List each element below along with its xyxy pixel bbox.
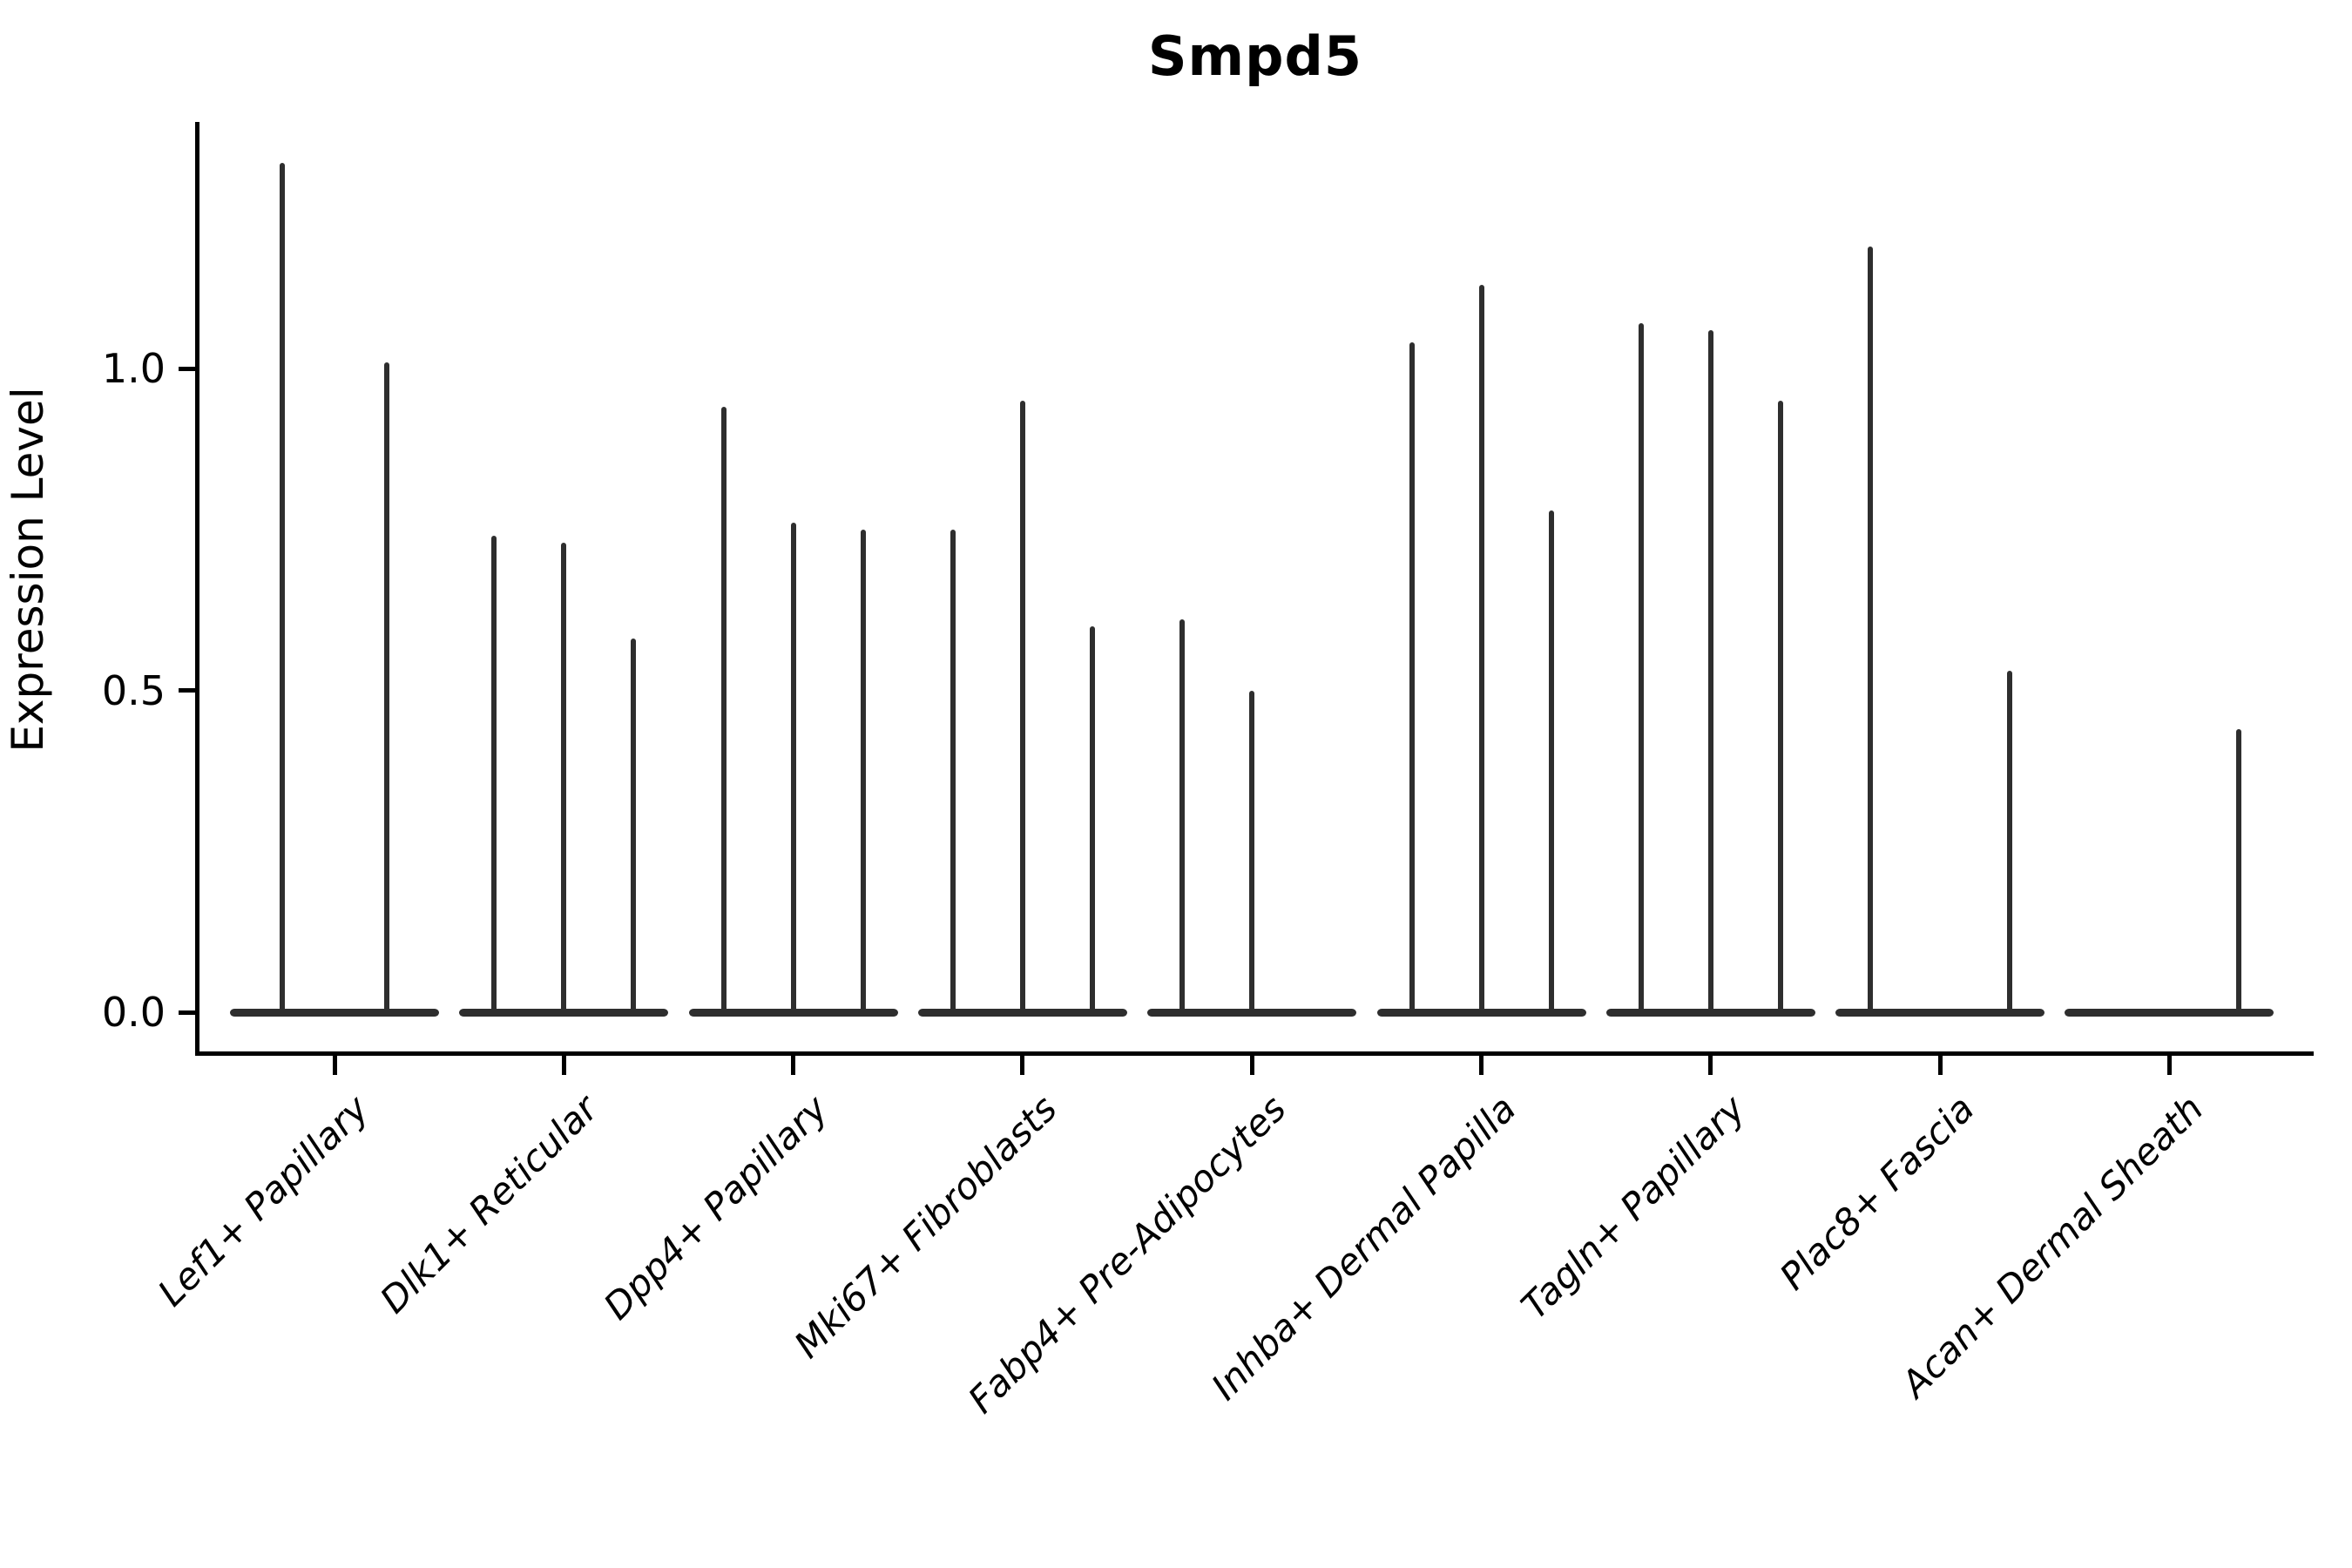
violin-spike xyxy=(1868,246,1874,1012)
violin-spike xyxy=(1019,400,1025,1012)
y-tick-label: 0.0 xyxy=(101,989,166,1036)
violin-body xyxy=(688,1008,898,1017)
x-tick-label-mki67-fibroblasts: Mki67+ Fibroblasts xyxy=(786,1087,1065,1367)
y-tick-label: 0.5 xyxy=(101,666,166,714)
x-tick-mark xyxy=(2166,1056,2172,1075)
violin-spike xyxy=(2236,728,2242,1012)
violin-spike xyxy=(2007,671,2013,1012)
y-tick-mark xyxy=(179,366,195,371)
x-tick-mark xyxy=(1020,1056,1025,1075)
violin-spike xyxy=(1638,323,1644,1012)
x-tick-mark xyxy=(791,1056,796,1075)
violin-spike xyxy=(790,523,796,1012)
x-tick-mark xyxy=(561,1056,566,1075)
x-tick-label-plac8-fascia: Plac8+ Fascia xyxy=(1771,1087,1983,1299)
violin-spike xyxy=(1249,690,1255,1012)
violin-body xyxy=(230,1008,439,1017)
x-tick-mark xyxy=(1937,1056,1943,1075)
x-tick-mark xyxy=(1479,1056,1484,1075)
violin-body xyxy=(1376,1008,1586,1017)
y-tick-mark xyxy=(179,688,195,693)
violin-body xyxy=(1605,1008,1815,1017)
y-tick-mark xyxy=(179,1010,195,1015)
y-axis-spine xyxy=(195,122,199,1056)
violin-spike xyxy=(631,639,637,1012)
violin-spike xyxy=(280,162,285,1012)
violin-spike xyxy=(1409,342,1415,1012)
violin-spike xyxy=(491,536,497,1012)
x-tick-mark xyxy=(332,1056,337,1075)
violin-spike xyxy=(1478,284,1484,1012)
violin-spike xyxy=(384,362,389,1012)
violin-body xyxy=(2065,1008,2274,1017)
violin-spike xyxy=(1707,329,1713,1012)
x-tick-label-lef1-papillary: Lef1+ Papillary xyxy=(149,1087,377,1315)
violin-spike xyxy=(1548,510,1554,1012)
violin-spike xyxy=(720,407,727,1012)
violin-body xyxy=(1835,1008,2045,1017)
x-tick-label-tagln-papillary: Tagln+ Papillary xyxy=(1512,1087,1754,1328)
violin-body xyxy=(917,1008,1127,1017)
violin-spike xyxy=(561,542,567,1012)
x-tick-label-dpp4-papillary: Dpp4+ Papillary xyxy=(595,1087,836,1328)
violin-spike xyxy=(1089,625,1095,1012)
x-axis-spine xyxy=(195,1051,2314,1056)
chart-title: Smpd5 xyxy=(1147,24,1363,88)
x-tick-mark xyxy=(1708,1056,1713,1075)
violin-body xyxy=(459,1008,669,1017)
violin-spike xyxy=(1179,619,1186,1012)
x-tick-mark xyxy=(1249,1056,1254,1075)
violin-spike xyxy=(1777,400,1783,1012)
x-tick-label-dlk1-reticular: Dlk1+ Reticular xyxy=(372,1087,606,1321)
violin-body xyxy=(1147,1008,1357,1017)
y-tick-label: 1.0 xyxy=(101,345,166,392)
violin-spike xyxy=(950,529,956,1012)
violin-spike xyxy=(860,529,866,1012)
